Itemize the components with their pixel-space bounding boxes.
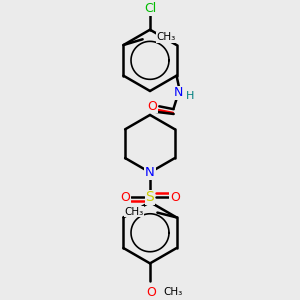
Text: H: H [186,91,194,101]
Text: N: N [174,86,183,99]
Text: CH₃: CH₃ [164,287,183,297]
Text: O: O [120,191,130,204]
Text: O: O [170,191,180,204]
Text: CH₃: CH₃ [156,32,175,42]
Text: N: N [145,166,155,179]
Text: CH₃: CH₃ [125,207,144,217]
Text: Cl: Cl [144,2,156,15]
Text: S: S [146,190,154,204]
Text: O: O [146,286,156,298]
Text: O: O [148,100,158,113]
